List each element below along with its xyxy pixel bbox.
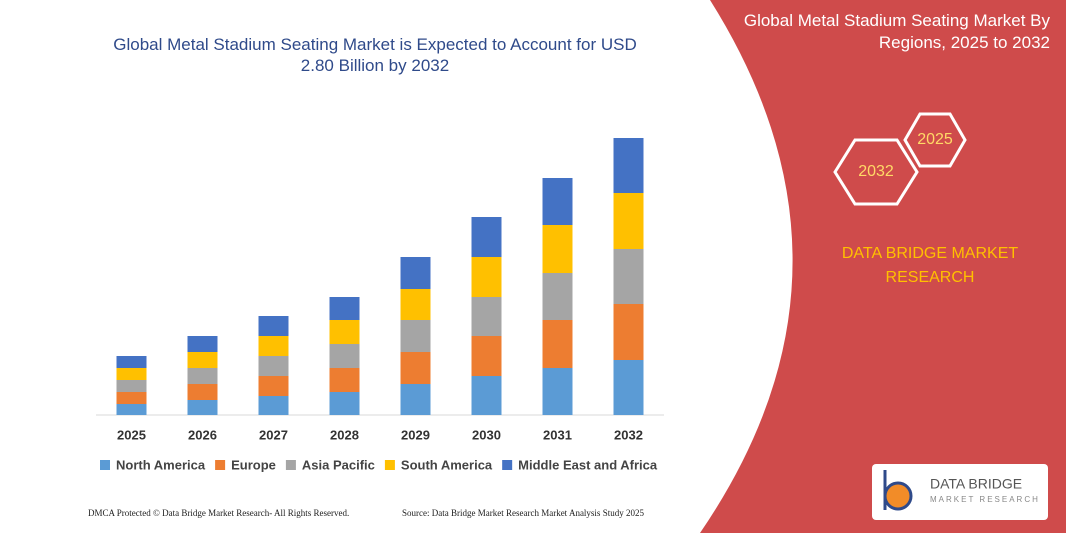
legend-swatch bbox=[285, 460, 296, 470]
bar-segment bbox=[542, 273, 573, 320]
bar-segment bbox=[116, 380, 147, 392]
x-tick-label: 2026 bbox=[188, 427, 217, 442]
logo-tagline: MARKET RESEARCH bbox=[930, 495, 1040, 504]
hex-label: 2025 bbox=[917, 131, 953, 148]
bar-segment bbox=[329, 368, 360, 392]
x-tick-label: 2027 bbox=[259, 427, 288, 442]
bar-segment bbox=[187, 352, 218, 368]
bar-segment bbox=[258, 356, 289, 376]
x-tick-label: 2031 bbox=[543, 427, 572, 442]
logo-name: DATA BRIDGE bbox=[930, 476, 1022, 492]
panel-title-box: Global Metal Stadium Seating Market By R… bbox=[743, 11, 1050, 52]
bar-segment bbox=[116, 404, 147, 415]
bar-segment bbox=[116, 368, 147, 380]
x-tick-label: 2032 bbox=[614, 427, 643, 442]
bar-segment bbox=[400, 289, 431, 320]
hexagon bbox=[833, 138, 919, 206]
bar-segment bbox=[471, 217, 502, 257]
bar-segment bbox=[258, 336, 289, 356]
footer-right: Source: Data Bridge Market Research Mark… bbox=[402, 508, 644, 518]
x-tick-label: 2028 bbox=[330, 427, 359, 442]
bar-segment bbox=[329, 320, 360, 344]
bar-segment bbox=[187, 336, 218, 352]
chart-title: Global Metal Stadium Seating Market is E… bbox=[113, 35, 637, 75]
bar-segment bbox=[613, 193, 644, 249]
x-tick-label: 2030 bbox=[472, 427, 501, 442]
brand-box: DATA BRIDGE MARKET RESEARCH bbox=[841, 245, 1019, 286]
bar-segment bbox=[258, 316, 289, 336]
legend-label: South America bbox=[401, 457, 493, 472]
bar-segment bbox=[542, 368, 573, 415]
bar-segment bbox=[542, 178, 573, 225]
x-tick-label: 2029 bbox=[401, 427, 430, 442]
legend-label: Europe bbox=[231, 457, 276, 472]
logo-icon bbox=[883, 470, 913, 511]
logo-bg bbox=[872, 464, 1048, 520]
bar-segment bbox=[329, 297, 360, 320]
title-box: Global Metal Stadium Seating Market is E… bbox=[113, 35, 637, 75]
legend-label: Middle East and Africa bbox=[518, 457, 658, 472]
bar-segment bbox=[400, 320, 431, 352]
bar-segment bbox=[187, 384, 218, 400]
hex-label: 2032 bbox=[858, 163, 894, 180]
bar-segment bbox=[329, 344, 360, 368]
bar-segment bbox=[542, 320, 573, 368]
bar-segment bbox=[613, 249, 644, 304]
bar-segment bbox=[400, 257, 431, 289]
bar-segment bbox=[613, 304, 644, 360]
legend-swatch bbox=[502, 460, 513, 470]
bar-segment bbox=[471, 336, 502, 376]
bar-segment bbox=[258, 396, 289, 415]
bar-segment bbox=[187, 368, 218, 384]
bar-segment bbox=[542, 225, 573, 273]
bar-segment bbox=[471, 376, 502, 415]
legend-label: North America bbox=[116, 457, 206, 472]
bar-segment bbox=[116, 392, 147, 404]
brand-text: DATA BRIDGE MARKET RESEARCH bbox=[841, 245, 1019, 286]
bar-segment bbox=[400, 384, 431, 415]
panel-title: Global Metal Stadium Seating Market By R… bbox=[743, 11, 1050, 52]
bar-segment bbox=[258, 376, 289, 396]
legend-swatch bbox=[215, 460, 226, 470]
legend-swatch bbox=[100, 460, 110, 470]
bar-segment bbox=[400, 352, 431, 384]
bar-segment bbox=[187, 400, 218, 415]
footer-left: DMCA Protected © Data Bridge Market Rese… bbox=[88, 508, 349, 518]
hexagon bbox=[903, 112, 967, 168]
red-panel bbox=[700, 0, 1066, 533]
legend-label: Asia Pacific bbox=[302, 457, 375, 472]
bar-segment bbox=[613, 138, 644, 193]
bar-segment bbox=[471, 297, 502, 336]
bar-segment bbox=[471, 257, 502, 297]
bar-segment bbox=[116, 356, 147, 368]
bar-segment bbox=[613, 360, 644, 415]
x-tick-label: 2025 bbox=[117, 427, 146, 442]
legend-swatch bbox=[384, 460, 395, 470]
bar-segment bbox=[329, 392, 360, 415]
